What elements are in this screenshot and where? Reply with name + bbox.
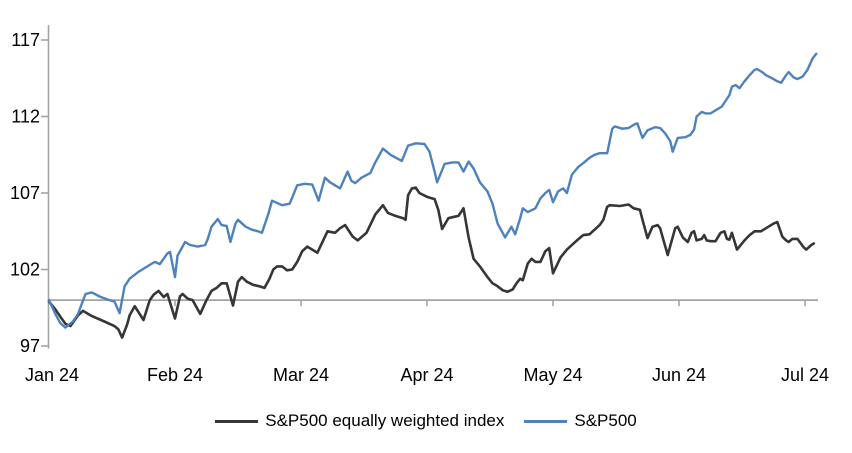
- series-line-equal-weight: [47, 186, 816, 339]
- series-line-sp500: [47, 52, 818, 329]
- y-axis-label: 117: [11, 30, 40, 50]
- chart-legend: S&P500 equally weighted index S&P500: [0, 411, 852, 431]
- x-axis-label: Feb 24: [147, 365, 203, 385]
- legend-item-equal-weight: S&P500 equally weighted index: [215, 411, 504, 431]
- legend-label-equal-weight: S&P500 equally weighted index: [265, 411, 505, 430]
- legend-line-swatch-equal-weight: [215, 419, 259, 423]
- y-axis-label: 112: [11, 107, 40, 127]
- y-axis-label: 97: [20, 336, 40, 356]
- y-axis-label: 102: [10, 260, 40, 280]
- x-axis-label: Jan 24: [25, 365, 79, 385]
- y-axis-label: 107: [10, 183, 40, 203]
- legend-item-sp500: S&P500: [524, 411, 637, 431]
- x-axis-label: Apr 24: [400, 365, 453, 385]
- x-axis-label: Jun 24: [652, 365, 706, 385]
- legend-line-swatch-sp500: [524, 419, 568, 423]
- legend-label-sp500: S&P500: [574, 411, 637, 430]
- x-axis-label: May 24: [523, 365, 582, 385]
- x-axis-label: Mar 24: [273, 365, 329, 385]
- x-axis-label: Jul 24: [781, 365, 829, 385]
